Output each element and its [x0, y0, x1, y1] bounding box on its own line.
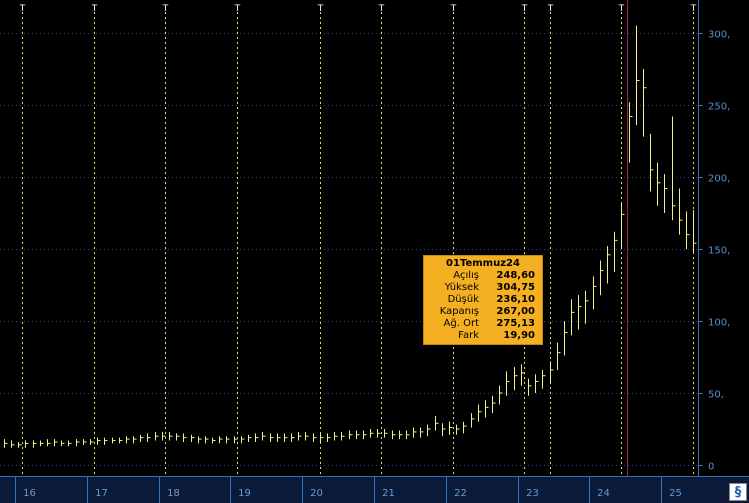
tooltip-value: 248,60 [496, 270, 535, 281]
y-axis-panel [699, 0, 749, 476]
event-marker-label: T [91, 4, 98, 14]
tooltip-label: Ağ. Ort [443, 318, 479, 329]
event-marker-label: T [162, 4, 169, 14]
tooltip-row-close: Kapanış 267,00 [427, 306, 539, 318]
tooltip-label: Fark [458, 330, 479, 341]
tooltip-value: 236,10 [496, 294, 535, 305]
tooltip-label: Açılış [453, 270, 479, 281]
x-tick-label: 16 [23, 488, 36, 499]
price-bar-layer [4, 25, 704, 448]
y-tick-label: 100, [708, 318, 730, 329]
event-marker-label: T [234, 4, 241, 14]
tooltip-row-low: Düşük 236,10 [427, 294, 539, 306]
ohlc-tooltip: 01Temmuz24 Açılış 248,60 Yüksek 304,75 D… [423, 255, 543, 345]
tooltip-label: Kapanış [439, 306, 479, 317]
event-marker-label: T [19, 4, 26, 14]
tooltip-value: 19,90 [503, 330, 535, 341]
chart-nav-icon[interactable]: § [729, 483, 747, 501]
tooltip-label: Düşük [447, 294, 479, 305]
tooltip-row-open: Açılış 248,60 [427, 270, 539, 282]
y-tick-label: 250, [708, 102, 730, 113]
x-tick-label: 20 [310, 488, 323, 499]
tooltip-value: 275,13 [496, 318, 535, 329]
tooltip-value: 267,00 [496, 306, 535, 317]
y-tick-label: 50, [708, 390, 724, 401]
event-marker-label: T [547, 4, 554, 14]
x-tick-label: 25 [669, 488, 682, 499]
y-tick-label: 0 [708, 462, 714, 473]
event-marker-label: T [317, 4, 324, 14]
event-marker-label: T [450, 4, 457, 14]
tooltip-row-high: Yüksek 304,75 [427, 282, 539, 294]
grid-layer [0, 33, 698, 466]
x-tick-label: 24 [597, 488, 610, 499]
tooltip-date: 01Temmuz24 [446, 258, 520, 269]
x-tick-label: 22 [454, 488, 467, 499]
x-tick-label: 17 [95, 488, 108, 499]
event-marker-label: T [690, 4, 697, 14]
event-marker-label: T [378, 4, 385, 14]
tooltip-row-change: Fark 19,90 [427, 330, 539, 342]
y-tick-label: 300, [708, 30, 730, 41]
y-tick-label: 150, [708, 246, 730, 257]
x-tick-label: 19 [238, 488, 251, 499]
event-marker-label: T [618, 4, 625, 14]
tooltip-label: Yüksek [444, 282, 479, 293]
x-tick-label: 23 [526, 488, 539, 499]
x-tick-label: 18 [167, 488, 180, 499]
event-marker-label: T [521, 4, 528, 14]
x-tick-label: 21 [382, 488, 395, 499]
y-tick-label: 200, [708, 174, 730, 185]
tooltip-value: 304,75 [496, 282, 535, 293]
tooltip-row-weighted-avg: Ağ. Ort 275,13 [427, 318, 539, 330]
